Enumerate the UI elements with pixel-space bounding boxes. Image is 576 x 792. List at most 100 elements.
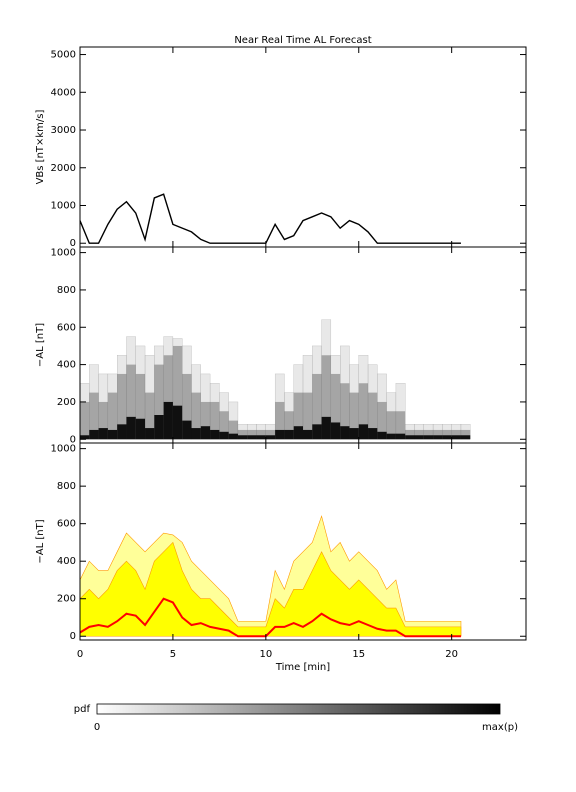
pdf-cell (321, 416, 331, 440)
y-axis-label: −AL [nT] (35, 323, 46, 367)
pdf-cell (414, 435, 424, 440)
pdf-cell (135, 373, 146, 440)
chart-title: Near Real Time AL Forecast (234, 35, 371, 46)
pdf-cell (265, 435, 276, 440)
pdf-cell (451, 435, 461, 440)
pdf-cell (405, 435, 415, 440)
pdf-cell (321, 355, 331, 440)
pdf-cell (340, 383, 350, 440)
pdf-cell (200, 426, 211, 440)
pdf-cell (107, 429, 118, 440)
pdf-cell (219, 411, 229, 440)
pdf-cell (358, 383, 369, 440)
y-tick-label: 3000 (51, 125, 76, 136)
pdf-cell (330, 422, 341, 440)
colorbar-label: pdf (74, 704, 91, 715)
pdf-cell (293, 426, 303, 440)
pdf-cell (117, 373, 127, 440)
pdf-cell (368, 392, 378, 440)
pdf-cell (395, 433, 406, 440)
pdf-cell (303, 429, 313, 440)
pdf-cell (460, 429, 471, 440)
pdf-cell (433, 429, 443, 440)
pdf-cell (98, 428, 108, 440)
pdf-cell (117, 424, 127, 440)
pdf-cell (107, 392, 118, 440)
colorbar-min: 0 (94, 722, 100, 733)
pdf-cell (433, 435, 443, 440)
pdf-cell (423, 429, 434, 440)
y-tick-label: 800 (57, 481, 76, 492)
pdf-cell (89, 392, 99, 440)
pdf-cell (228, 433, 238, 440)
x-axis-label: Time [min] (275, 662, 330, 673)
y-tick-label: 400 (57, 360, 76, 371)
pdf-cell (80, 435, 90, 440)
pdf-cell (377, 401, 387, 440)
pdf-cell (182, 373, 192, 440)
pdf-cell (135, 418, 146, 440)
pdf-cell (349, 392, 359, 440)
pdf-cell (126, 416, 136, 440)
pdf-cell (210, 429, 220, 440)
x-tick-label: 20 (445, 649, 458, 660)
pdf-cell (386, 433, 396, 440)
colorbar-max: max(p) (482, 722, 518, 733)
pdf-cell (172, 405, 183, 440)
pdf-cell (265, 429, 276, 440)
panel (79, 319, 471, 440)
pdf-cell (368, 428, 378, 440)
y-tick-label: 400 (57, 556, 76, 567)
pdf-cell (200, 401, 211, 440)
pdf-cell (275, 401, 285, 440)
pdf-cell (145, 392, 155, 440)
pdf-cell (293, 392, 303, 440)
plot-frame (79, 46, 527, 248)
pdf-cell (145, 428, 155, 440)
pdf-cell (154, 415, 164, 440)
band (79, 541, 462, 637)
panel (79, 193, 461, 244)
y-tick-label: 2000 (51, 163, 76, 174)
y-tick-label: 200 (57, 397, 76, 408)
pdf-cell (219, 431, 229, 440)
pdf-cell (284, 411, 294, 440)
pdf-cell (247, 435, 257, 440)
pdf-cell (395, 411, 406, 440)
y-tick-label: 600 (57, 519, 76, 530)
pdf-cell (349, 428, 359, 440)
pdf-cell (172, 345, 183, 440)
data-line (79, 193, 461, 244)
pdf-cell (442, 429, 452, 440)
y-tick-label: 0 (70, 238, 76, 249)
pdf-cell (191, 392, 201, 440)
pdf-cell (284, 429, 294, 440)
pdf-cell (330, 373, 341, 440)
y-tick-label: 800 (57, 285, 76, 296)
pdf-cell (275, 429, 285, 440)
x-tick-label: 10 (259, 649, 272, 660)
y-tick-label: 1000 (51, 248, 76, 259)
pdf-cell (377, 431, 387, 440)
colorbar (96, 703, 501, 715)
pdf-cell (126, 364, 136, 440)
y-tick-label: 1000 (51, 444, 76, 455)
x-tick-label: 0 (77, 649, 83, 660)
x-tick-label: 5 (170, 649, 176, 660)
y-tick-label: 0 (70, 631, 76, 642)
pdf-cell (210, 401, 220, 440)
y-tick-label: 1000 (51, 200, 76, 211)
pdf-cell (423, 435, 434, 440)
plot-frame (79, 442, 527, 641)
y-axis-label: VBs [nT×km/s] (35, 109, 46, 184)
pdf-cell (405, 429, 415, 440)
pdf-cell (182, 420, 192, 440)
pdf-cell (303, 392, 313, 440)
pdf-cell (442, 435, 452, 440)
pdf-cell (237, 429, 248, 440)
pdf-cell (386, 411, 396, 440)
y-tick-label: 600 (57, 322, 76, 333)
pdf-cell (340, 426, 350, 440)
y-tick-label: 200 (57, 594, 76, 605)
